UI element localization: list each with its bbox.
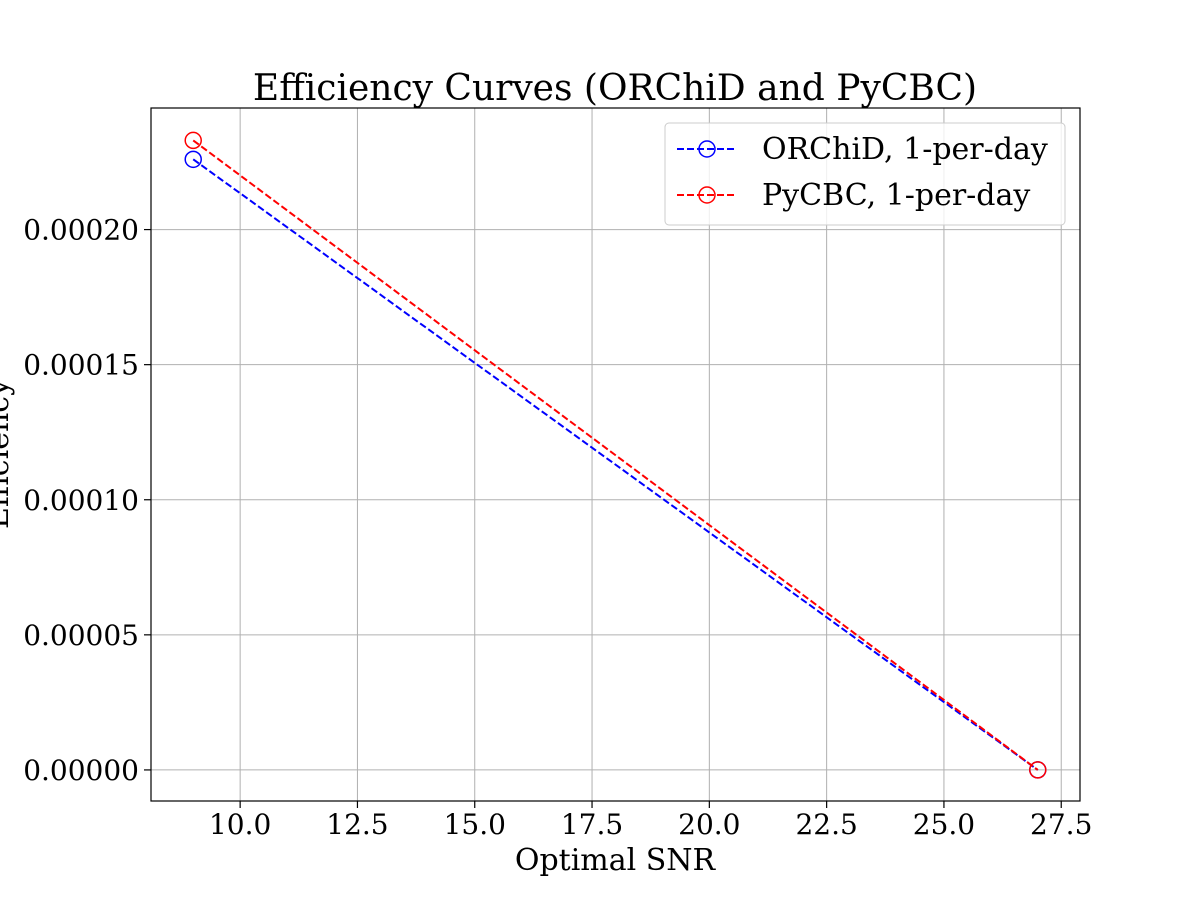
x-tick-label: 22.5: [795, 808, 857, 841]
legend-label-orchid: ORChiD, 1-per-day: [762, 132, 1048, 167]
x-tick-label: 15.0: [444, 808, 506, 841]
data-point-pycbc: [1029, 761, 1047, 779]
y-tick-label: 0.00020: [23, 214, 139, 247]
series-layer: [184, 131, 1047, 779]
y-axis-label: Efficiency: [0, 379, 16, 529]
data-point-pycbc: [184, 131, 202, 150]
legend-marker-orchid: [698, 140, 716, 158]
axes-frame: [150, 107, 1081, 802]
x-tick-label: 27.5: [1030, 808, 1092, 841]
y-tick-label: 0.00015: [23, 349, 139, 382]
y-tick-label: 0.00005: [23, 619, 139, 652]
series-line-pycbc: [192, 139, 1039, 771]
y-tick-label: 0.00010: [23, 484, 139, 517]
data-point-orchid: [184, 150, 202, 169]
legend-marker-pycbc: [698, 186, 716, 204]
x-axis-label: Optimal SNR: [515, 843, 717, 878]
series-line-orchid: [192, 158, 1039, 771]
x-tick-label: 12.5: [326, 808, 388, 841]
legend-box: [664, 122, 1066, 226]
legend: ORChiD, 1-per-day PyCBC, 1-per-day: [664, 122, 1066, 226]
x-tick-label: 20.0: [678, 808, 740, 841]
tick-layer: 10.0 12.5 15.0 17.5 20.0 22.5 25.0 27.5 0.00000 0…: [23, 214, 1092, 841]
y-tick-label: 0.00000: [23, 754, 139, 787]
chart-title: Efficiency Curves (ORChiD and PyCBC): [253, 68, 977, 109]
x-tick-label: 25.0: [913, 808, 975, 841]
legend-label-pycbc: PyCBC, 1-per-day: [762, 178, 1030, 213]
x-tick-label: 10.0: [209, 808, 271, 841]
x-tick-label: 17.5: [561, 808, 623, 841]
